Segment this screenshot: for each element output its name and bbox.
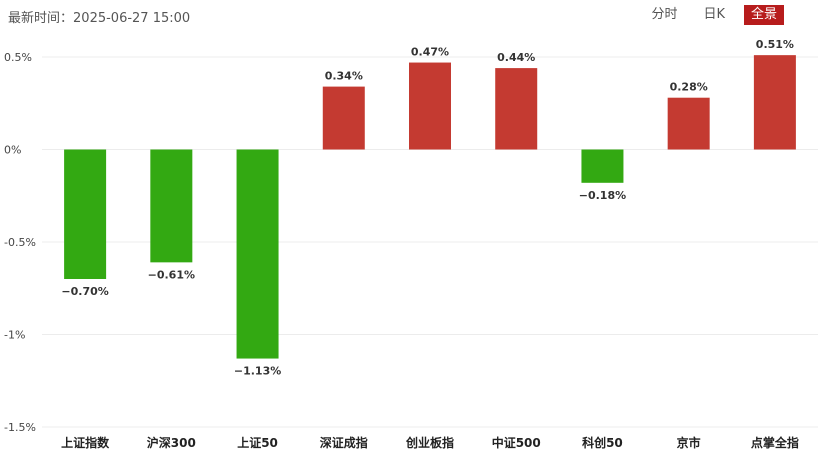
y-tick-label: -1%: [4, 329, 25, 342]
timestamp-label: 最新时间: [8, 11, 61, 26]
category-label: 中证500: [492, 435, 541, 450]
timestamp: 最新时间：2025-06-27 15:00: [8, 11, 191, 26]
bar: [322, 86, 365, 150]
bar: [64, 149, 107, 279]
data-label: 0.34%: [325, 70, 363, 83]
data-label: 0.28%: [670, 81, 708, 94]
view-tabs: 分时 日K 全景: [644, 5, 784, 25]
tab-panorama[interactable]: 全景: [743, 5, 784, 25]
data-label: −0.18%: [579, 189, 626, 202]
y-tick-label: -0.5%: [4, 236, 36, 249]
category-label: 科创50: [582, 435, 623, 450]
bar: [667, 97, 710, 150]
category-label: 点掌全指: [751, 435, 799, 450]
category-label: 上证50: [237, 435, 278, 450]
tab-intraday[interactable]: 分时: [651, 7, 678, 22]
data-label: −0.61%: [148, 268, 195, 281]
y-tick-label: -1.5%: [4, 421, 36, 434]
bar: [236, 149, 279, 359]
data-label: −0.70%: [61, 285, 108, 298]
category-label: 深证成指: [320, 435, 368, 450]
y-tick-label: 0.5%: [4, 51, 32, 64]
tab-daily-k[interactable]: 日K: [703, 7, 725, 22]
bar: [409, 62, 451, 150]
bar: [495, 68, 538, 150]
bar: [753, 55, 796, 150]
data-label: 0.47%: [411, 46, 449, 59]
bar: [150, 149, 193, 263]
category-label: 上证指数: [61, 435, 110, 450]
category-label: 京市: [677, 435, 701, 450]
category-label: 创业板指: [405, 435, 454, 450]
timestamp-value: 2025-06-27 15:00: [73, 11, 191, 26]
category-label: 沪深300: [147, 435, 196, 450]
data-label: 0.44%: [497, 51, 535, 64]
data-label: 0.51%: [756, 38, 794, 51]
bar: [581, 149, 624, 183]
y-tick-label: 0%: [4, 144, 21, 157]
data-label: −1.13%: [234, 365, 281, 378]
